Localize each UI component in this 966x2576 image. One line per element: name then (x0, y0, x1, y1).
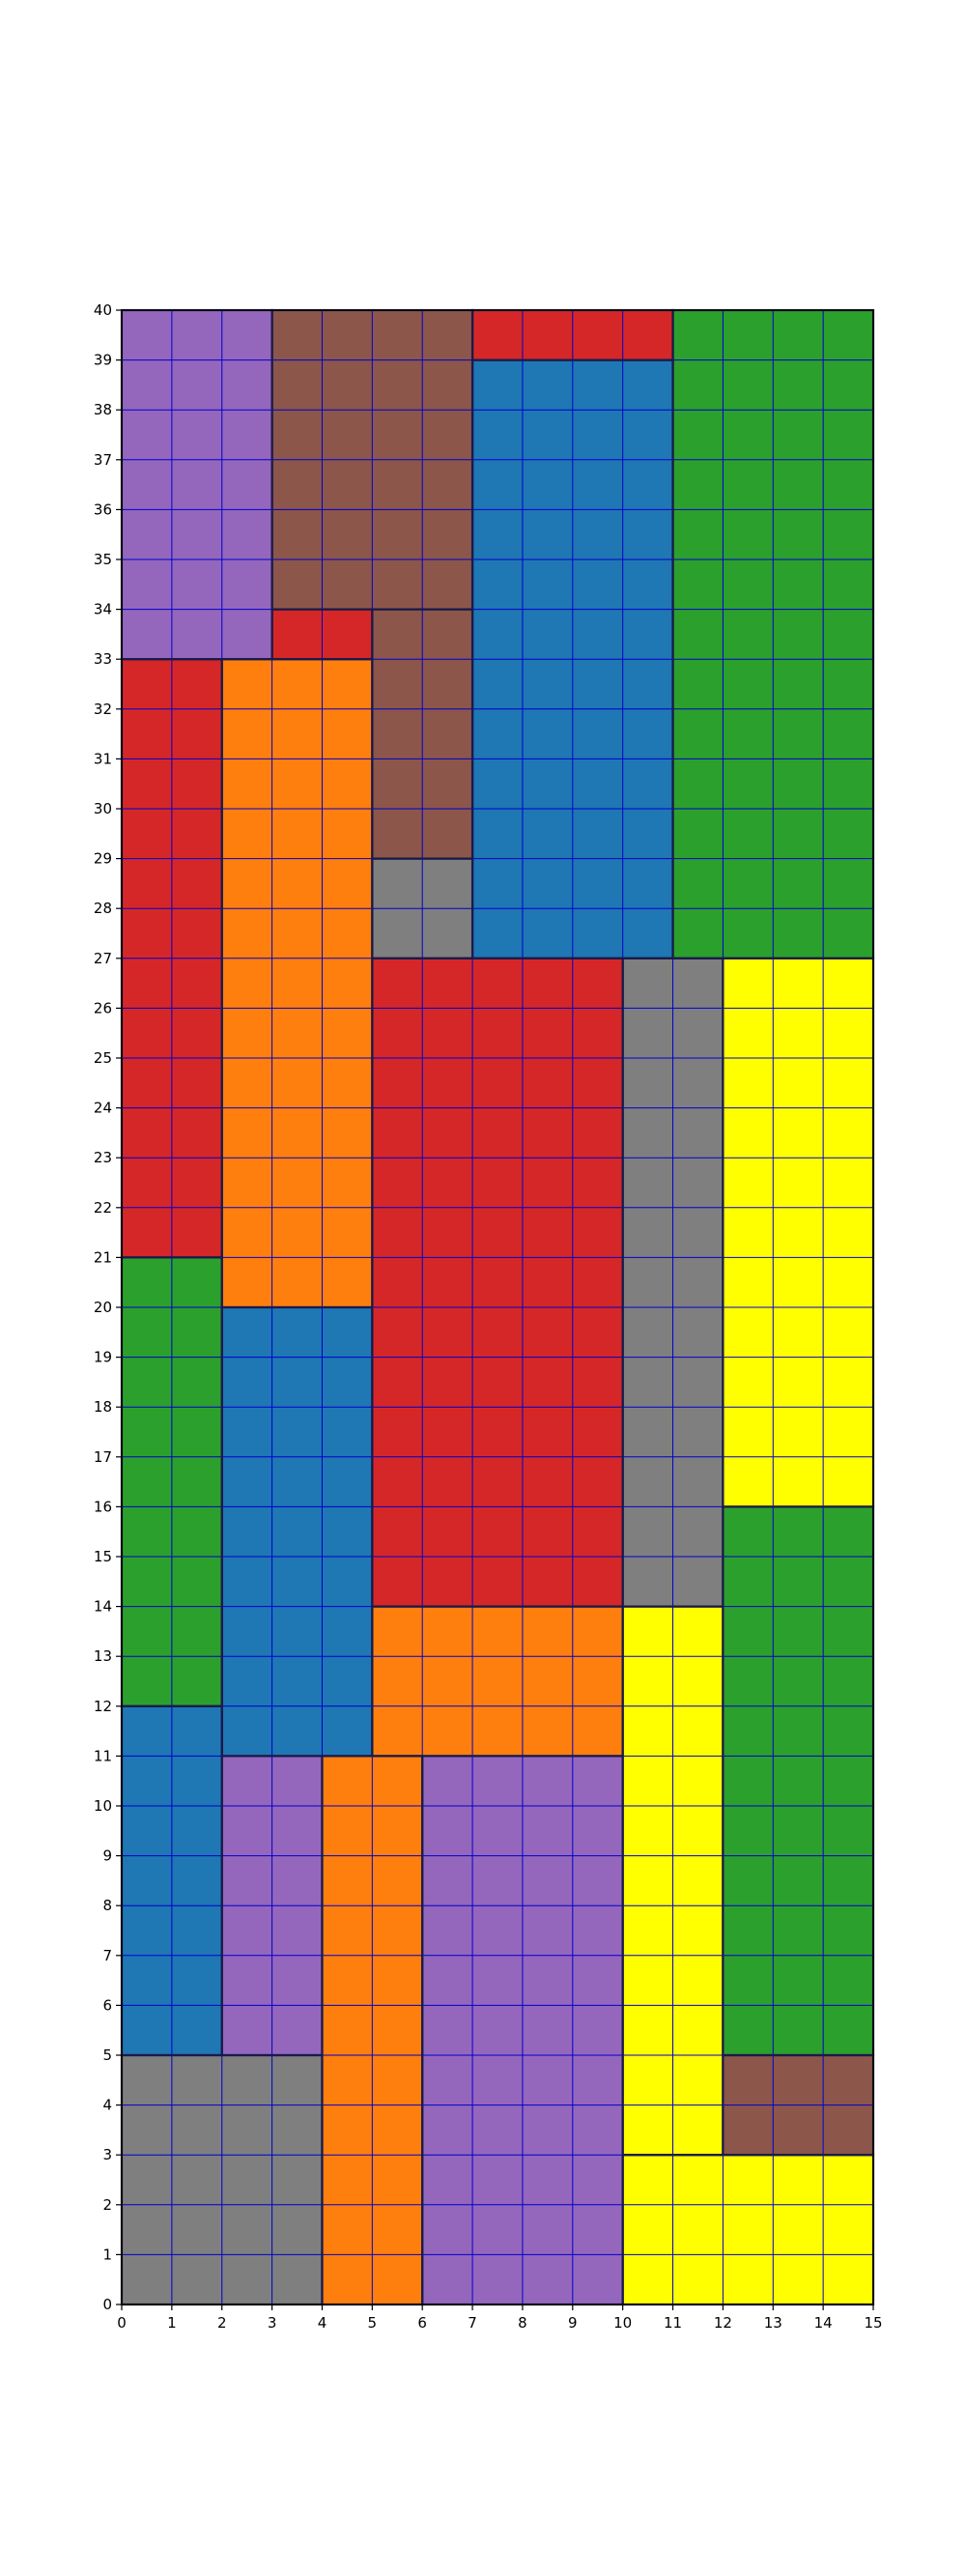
y-tick-label: 37 (94, 451, 112, 469)
y-tick-label: 10 (94, 1797, 112, 1815)
y-tick-label: 33 (94, 650, 112, 668)
y-tick-label: 5 (102, 2046, 112, 2064)
y-tick-label: 1 (102, 2246, 112, 2263)
x-tick-label: 1 (167, 2314, 177, 2332)
y-tick-label: 13 (94, 1647, 112, 1665)
x-tick-label: 14 (814, 2314, 833, 2332)
y-tick-label: 11 (94, 1747, 112, 1764)
x-tick-label: 5 (368, 2314, 378, 2332)
region-purple (122, 310, 272, 660)
y-tick-label: 27 (94, 950, 112, 967)
y-tick-label: 0 (102, 2296, 112, 2313)
x-tick-label: 13 (764, 2314, 782, 2332)
x-tick-label: 4 (318, 2314, 327, 2332)
x-tick-label: 9 (568, 2314, 578, 2332)
y-tick-label: 7 (102, 1947, 112, 1964)
y-tick-label: 24 (94, 1100, 112, 1117)
y-tick-label: 25 (94, 1049, 112, 1067)
y-tick-label: 34 (94, 601, 112, 618)
x-tick-label: 2 (217, 2314, 227, 2332)
region-orange (372, 1606, 623, 1757)
region-orange (221, 659, 373, 1307)
y-tick-label: 18 (94, 1398, 112, 1416)
y-tick-label: 26 (94, 999, 112, 1016)
y-tick-label: 22 (94, 1199, 112, 1216)
region-red (372, 958, 623, 1607)
axes-layer: 0 1 2 3 4 5 6 7 8 9 10 11 12 13 14 15012345678910111213… (94, 301, 883, 2332)
y-tick-label: 35 (94, 551, 112, 568)
y-tick-label: 17 (94, 1448, 112, 1466)
y-tick-label: 20 (94, 1299, 112, 1316)
x-tick-label: 11 (664, 2314, 682, 2332)
y-tick-label: 31 (94, 750, 112, 767)
y-tick-label: 6 (102, 1996, 112, 2014)
y-tick-label: 14 (94, 1598, 112, 1616)
y-tick-label: 30 (94, 800, 112, 817)
y-tick-label: 9 (102, 1847, 112, 1865)
x-tick-label: 8 (518, 2314, 527, 2332)
region-yellow (723, 958, 873, 1507)
region-blue (221, 1307, 373, 1757)
y-tick-label: 8 (102, 1897, 112, 1914)
y-tick-label: 23 (94, 1149, 112, 1166)
y-tick-label: 40 (94, 301, 112, 319)
y-tick-label: 3 (102, 2146, 112, 2163)
x-tick-label: 0 (117, 2314, 127, 2332)
y-tick-label: 39 (94, 352, 112, 369)
y-tick-label: 36 (94, 501, 112, 518)
x-tick-label: 7 (468, 2314, 477, 2332)
y-tick-label: 19 (94, 1349, 112, 1366)
y-tick-label: 21 (94, 1248, 112, 1266)
y-tick-label: 15 (94, 1548, 112, 1565)
y-tick-label: 2 (102, 2196, 112, 2214)
x-tick-label: 10 (613, 2314, 632, 2332)
region-green (723, 1506, 873, 2055)
x-tick-label: 3 (268, 2314, 277, 2332)
y-tick-label: 28 (94, 900, 112, 917)
y-tick-label: 32 (94, 701, 112, 718)
x-tick-label: 6 (417, 2314, 427, 2332)
y-tick-label: 16 (94, 1498, 112, 1515)
y-tick-label: 4 (102, 2097, 112, 2114)
y-tick-label: 38 (94, 401, 112, 418)
region-yellow (622, 2155, 873, 2304)
x-tick-label: 15 (864, 2314, 882, 2332)
y-tick-label: 29 (94, 850, 112, 868)
x-tick-label: 12 (714, 2314, 732, 2332)
y-tick-label: 12 (94, 1698, 112, 1715)
